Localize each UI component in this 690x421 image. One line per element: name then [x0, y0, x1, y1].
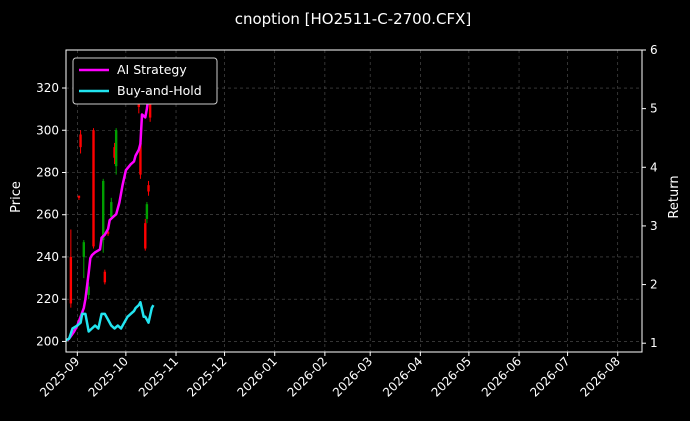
legend-label-ai: AI Strategy: [117, 62, 187, 77]
candle-body: [106, 231, 110, 234]
y-tick-label: 300: [36, 123, 59, 137]
y2-axis-label: Return: [667, 175, 682, 218]
grid: [66, 50, 642, 352]
y-tick-label: 260: [36, 208, 59, 222]
buy-and-hold-line: [65, 300, 155, 342]
candle-body: [147, 185, 150, 192]
y-axis-label: Price: [9, 181, 24, 213]
candle-body: [113, 147, 116, 158]
legend: AI Strategy Buy-and-Hold: [72, 57, 218, 105]
candle-body: [87, 286, 90, 295]
candle-body: [79, 134, 82, 148]
y2-tick-label: 1: [650, 336, 658, 350]
candle-body: [92, 130, 95, 247]
candle-body: [77, 195, 81, 198]
y-tick-label: 240: [36, 250, 59, 264]
y-tick-label: 320: [36, 81, 59, 95]
candle-body: [102, 180, 105, 241]
candle-body: [139, 142, 142, 175]
ai-strategy-line: [66, 67, 154, 342]
candle-body: [114, 130, 118, 167]
candle-body: [145, 204, 149, 219]
candle-body: [103, 271, 107, 283]
candle-body: [148, 98, 152, 118]
chart-title: cnoption [HO2511-C-2700.CFX]: [235, 10, 472, 28]
y-tick-label: 220: [36, 292, 59, 306]
y2-tick-label: 4: [650, 160, 658, 174]
y-tick-label: 280: [36, 165, 59, 179]
y2-tick-label: 5: [650, 102, 658, 116]
candle-body: [144, 223, 147, 249]
y2-tick-label: 3: [650, 219, 658, 233]
candle-body: [82, 242, 85, 257]
series-lines: [65, 67, 155, 342]
y-tick-label: 200: [36, 334, 59, 348]
y2-tick-label: 2: [650, 278, 658, 292]
candle-body: [110, 202, 113, 217]
legend-label-bh: Buy-and-Hold: [117, 83, 202, 98]
candle-body: [69, 256, 73, 304]
plot-frame: [65, 49, 643, 353]
y2-tick-label: 6: [650, 43, 658, 57]
